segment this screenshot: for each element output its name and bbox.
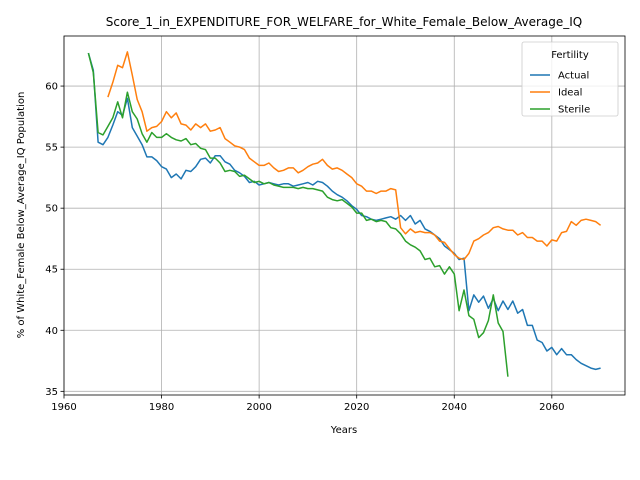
y-tick-label: 60	[45, 82, 58, 93]
x-tick-label: 2020	[344, 402, 369, 413]
y-tick-label: 45	[45, 265, 58, 276]
series-line-sterile	[87, 52, 509, 377]
series-line-ideal	[107, 51, 602, 261]
series-line-actual	[87, 52, 601, 371]
x-tick-label: 2000	[246, 402, 271, 413]
legend-entries: Actual Ideal Sterile	[530, 71, 590, 116]
x-axis-label: Years	[330, 425, 357, 436]
legend-label-sterile: Sterile	[558, 105, 590, 116]
x-axis-ticks: 1960 1980 2000 2020 2040 2060	[51, 395, 565, 413]
legend-title: Fertility	[551, 50, 589, 61]
grid	[63, 36, 625, 395]
plot-frame	[63, 35, 626, 396]
x-tick-label: 2060	[539, 402, 564, 413]
legend-box	[521, 41, 619, 117]
y-tick-label: 55	[45, 143, 58, 154]
y-tick-label: 40	[45, 326, 58, 337]
x-tick-label: 2040	[442, 402, 467, 413]
y-axis-ticks: 35 40 45 50 55 60	[45, 82, 64, 398]
y-axis-label: % of White_Female Below_Average_IQ Popul…	[16, 92, 27, 339]
x-tick-label: 1960	[51, 402, 76, 413]
series-lines	[87, 51, 602, 377]
legend-label-ideal: Ideal	[558, 88, 582, 99]
legend-label-actual: Actual	[558, 71, 589, 82]
x-tick-label: 1980	[149, 402, 174, 413]
legend: Fertility Actual Ideal Sterile	[521, 41, 619, 117]
y-tick-label: 50	[45, 204, 58, 215]
chart-title: Score_1_in_EXPENDITURE_FOR_WELFARE_for_W…	[106, 15, 583, 29]
y-tick-label: 35	[45, 387, 58, 398]
